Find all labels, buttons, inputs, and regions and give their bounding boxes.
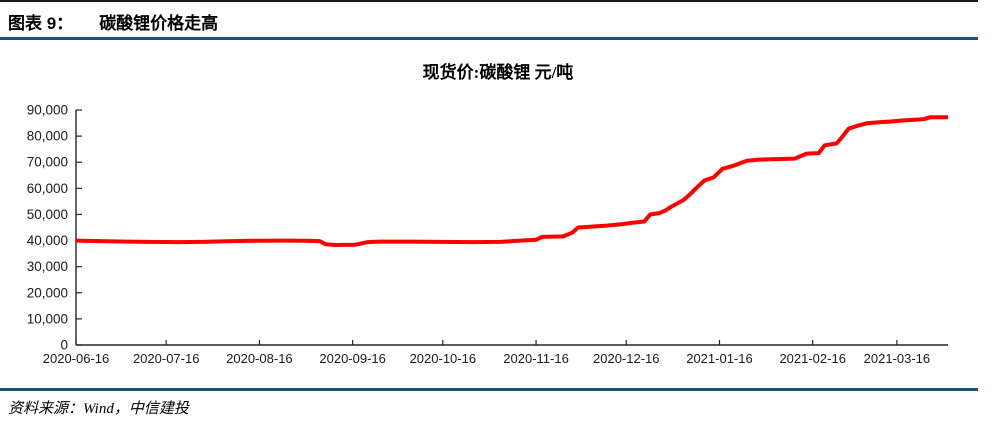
y-axis-label: 10,000 bbox=[27, 311, 68, 326]
figure-title: 碳酸锂价格走高 bbox=[99, 14, 219, 33]
figure-number-label: 图表 9： bbox=[8, 14, 74, 33]
y-axis-label: 60,000 bbox=[27, 181, 68, 196]
x-axis-label: 2021-03-16 bbox=[864, 351, 931, 366]
y-axis-label: 50,000 bbox=[27, 207, 68, 222]
header-divider-rule bbox=[0, 37, 978, 40]
x-axis-label: 2020-10-16 bbox=[410, 351, 477, 366]
chart-title: 现货价:碳酸锂 元/吨 bbox=[422, 63, 574, 82]
y-axis-label: 90,000 bbox=[27, 103, 68, 118]
price-line-chart: 0 10,000 20,000 30,000 40,000 50,000 60,000 70,… bbox=[27, 103, 948, 366]
x-axis-label: 2020-08-16 bbox=[226, 351, 293, 366]
x-axis-label: 2020-12-16 bbox=[593, 351, 660, 366]
source-note: 资料来源：Wind，中信建投 bbox=[8, 397, 189, 418]
x-axis-label: 2020-11-16 bbox=[503, 351, 569, 366]
x-axis-label: 2021-02-16 bbox=[779, 351, 846, 366]
y-axis-label: 30,000 bbox=[27, 259, 68, 274]
y-axis-label: 80,000 bbox=[27, 129, 68, 144]
y-axis-label: 70,000 bbox=[27, 155, 68, 170]
source-label: 资料来源： bbox=[8, 401, 84, 417]
price-series-line bbox=[75, 115, 948, 247]
top-border-rule bbox=[0, 0, 978, 2]
x-axis-label: 2020-07-16 bbox=[133, 351, 200, 366]
x-axis-label: 2020-06-16 bbox=[43, 351, 110, 366]
x-axis-label: 2020-09-16 bbox=[319, 351, 386, 366]
y-axis-label: 0 bbox=[60, 338, 68, 353]
y-axis-label: 40,000 bbox=[27, 233, 68, 248]
source-divider-rule bbox=[0, 388, 978, 391]
figure-header: 图表 9： 碳酸锂价格走高 bbox=[8, 9, 218, 34]
x-axis-label: 2021-01-16 bbox=[686, 351, 753, 366]
y-axis-label: 20,000 bbox=[27, 285, 68, 300]
source-text: Wind，中信建投 bbox=[83, 401, 189, 417]
